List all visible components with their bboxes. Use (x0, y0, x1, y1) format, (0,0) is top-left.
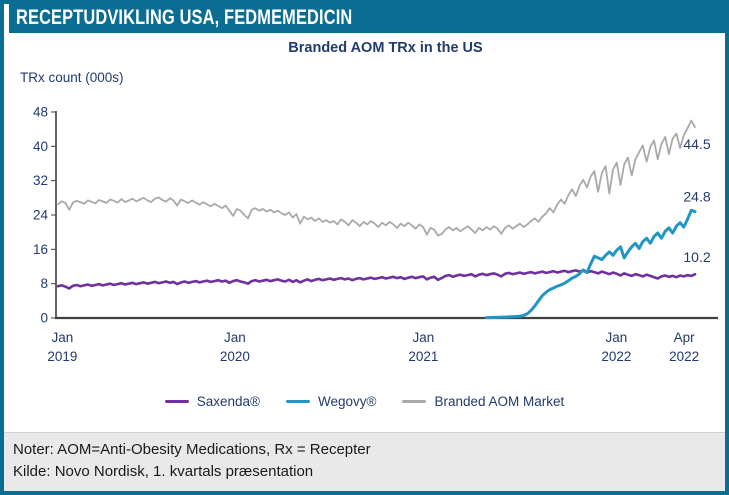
x-tick-label-month: Jan (51, 330, 73, 345)
header-title: RECEPTUDVIKLING USA, FEDMEMEDICIN (16, 6, 353, 29)
y-axis-ticks: 0 8 16 24 32 40 48 (33, 105, 56, 326)
x-tick-label-year: 2019 (47, 349, 77, 364)
legend-marker (402, 399, 427, 404)
legend-item-saxenda: Saxenda® (164, 394, 260, 409)
end-label-2: 44.5 (683, 136, 710, 152)
footer-note-2: Kilde: Novo Nordisk, 1. kvartals præsent… (13, 462, 314, 480)
y-axis-title: TRx count (000s) (20, 70, 124, 85)
x-tick-label-year: 2021 (408, 349, 438, 364)
legend-label: Wegovy® (317, 394, 377, 409)
series-line-saxenda (56, 269, 697, 290)
y-tick-label: 40 (33, 139, 48, 154)
end-label-0: 10.2 (683, 249, 710, 265)
series-line-wegovy (484, 208, 697, 320)
footer-note-1: Noter: AOM=Anti-Obesity Medications, Rx … (13, 441, 371, 458)
plot-area: 0 8 16 24 32 40 48 Jan 2019 Jan 2020 Jan 2021 Jan 202… (0, 94, 729, 384)
x-tick-label-month: Jan (224, 330, 246, 345)
legend-label: Saxenda® (196, 394, 260, 409)
x-axis-ticks: Jan 2019 Jan 2020 Jan 2021 Jan 2022 Apr 2022 (47, 330, 699, 364)
x-tick-label-year: 2022 (669, 349, 699, 364)
series-end-labels: 10.2 24.8 44.5 (683, 136, 710, 265)
legend-marker (285, 399, 310, 404)
x-tick-label-year: 2022 (601, 349, 631, 364)
chart-legend: Saxenda® Wegovy® Branded AOM Market (0, 394, 729, 409)
y-tick-label: 16 (33, 242, 48, 257)
y-tick-label: 48 (33, 105, 48, 120)
y-tick-label: 32 (33, 173, 48, 188)
legend-item-brandedaommarket: Branded AOM Market (402, 394, 564, 409)
trx-line-chart: 0 8 16 24 32 40 48 Jan 2019 Jan 2020 Jan 2021 Jan 202… (33, 105, 718, 364)
end-label-1: 24.8 (683, 189, 710, 205)
x-tick-label-month: Jan (413, 330, 435, 345)
header-bar: RECEPTUDVIKLING USA, FEDMEMEDICIN (9, 3, 725, 33)
x-tick-label-month: Apr (674, 330, 696, 345)
y-tick-label: 8 (40, 276, 48, 291)
legend-label: Branded AOM Market (434, 394, 565, 409)
x-tick-label-month: Jan (606, 330, 628, 345)
x-tick-label-year: 2020 (220, 349, 250, 364)
legend-marker (164, 399, 189, 404)
legend-item-wegovy: Wegovy® (285, 394, 377, 409)
footer-notes: Noter: AOM=Anti-Obesity Medications, Rx … (4, 432, 725, 491)
series-lines (56, 119, 697, 320)
series-line-brandedaommarket (57, 119, 696, 237)
y-tick-label: 0 (40, 311, 48, 326)
chart-title: Branded AOM TRx in the US (288, 40, 483, 56)
y-tick-label: 24 (33, 208, 49, 223)
